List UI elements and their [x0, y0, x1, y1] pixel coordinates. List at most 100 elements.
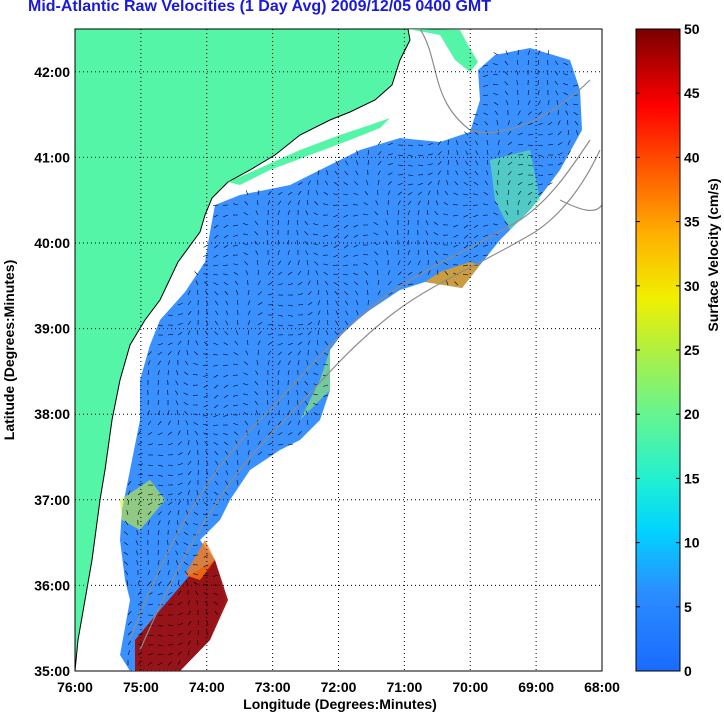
velocity-vector [473, 193, 479, 196]
velocity-vector [147, 570, 151, 576]
velocity-vector [157, 432, 163, 436]
velocity-vector [557, 109, 559, 116]
velocity-vector [213, 204, 219, 207]
velocity-vector [437, 269, 439, 276]
velocity-vector [177, 482, 183, 486]
velocity-vector [177, 580, 180, 586]
velocity-vector [257, 312, 263, 316]
velocity-vector [224, 491, 229, 496]
velocity-vector [297, 431, 302, 436]
velocity-vector [437, 151, 442, 156]
velocity-vector [547, 100, 550, 106]
velocity-vector [507, 190, 509, 196]
velocity-vector [373, 232, 379, 236]
velocity-vector [313, 403, 319, 406]
velocity-vector [377, 170, 381, 176]
velocity-vector [305, 210, 309, 216]
velocity-vector [213, 264, 219, 267]
velocity-vector [407, 154, 413, 157]
velocity-vector [517, 182, 523, 186]
velocity-vector [417, 191, 423, 196]
velocity-vector [344, 320, 349, 326]
velocity-vector [333, 234, 339, 239]
velocity-vector [455, 140, 459, 146]
velocity-vector [297, 360, 300, 366]
velocity-vector [297, 282, 303, 286]
velocity-vector [505, 210, 509, 216]
velocity-vector [277, 370, 280, 376]
lon-tick-label: 76:00 [57, 679, 93, 695]
lon-tick-label: 71:00 [386, 679, 422, 695]
velocity-vector [267, 431, 272, 436]
moderate-velocity-patch [185, 540, 215, 580]
velocity-vector [437, 140, 442, 146]
velocity-vector [197, 619, 199, 626]
velocity-vector [504, 71, 509, 76]
velocity-vector [305, 250, 309, 256]
velocity-vector [137, 483, 143, 486]
velocity-vector [247, 330, 250, 336]
velocity-vector [147, 443, 153, 446]
velocity-vector [353, 254, 359, 257]
velocity-vector [473, 244, 479, 249]
velocity-vector [287, 443, 293, 446]
velocity-vector [397, 154, 403, 156]
velocity-vector [483, 112, 489, 116]
velocity-vector [427, 190, 431, 196]
velocity-vector [215, 310, 219, 316]
velocity-vector [296, 400, 299, 406]
velocity-vector [177, 302, 183, 306]
velocity-vector [557, 162, 563, 166]
velocity-vector [344, 171, 349, 176]
velocity-vector [443, 262, 449, 266]
velocity-vector [214, 480, 219, 486]
velocity-vector [407, 240, 409, 246]
velocity-vector [127, 621, 132, 626]
velocity-vector [233, 203, 239, 206]
velocity-vector [267, 282, 273, 286]
velocity-vector [187, 630, 192, 636]
velocity-vector [397, 182, 403, 186]
velocity-vector [197, 310, 199, 316]
velocity-vector [307, 331, 312, 336]
velocity-vector [323, 234, 329, 237]
velocity-vector [324, 280, 329, 286]
velocity-vector [177, 452, 183, 456]
velocity-vector [367, 289, 369, 296]
colorbar-tick-label: 45 [684, 85, 700, 101]
velocity-vector [496, 120, 499, 126]
velocity-vector [157, 511, 162, 516]
velocity-vector [213, 342, 219, 346]
velocity-vector [256, 260, 259, 266]
velocity-vector [177, 642, 183, 646]
velocity-vector [255, 250, 259, 256]
velocity-vector [374, 211, 379, 216]
velocity-vector [356, 150, 359, 156]
velocity-vector [565, 110, 569, 116]
velocity-vector [157, 370, 160, 376]
velocity-vector [157, 454, 164, 456]
velocity-vector [147, 661, 153, 666]
velocity-vector [157, 324, 163, 327]
velocity-vector [427, 181, 432, 186]
velocity-vector [167, 661, 173, 666]
land-mass [75, 29, 411, 671]
velocity-vector [527, 183, 533, 186]
velocity-vector [483, 234, 489, 238]
velocity-vector [456, 150, 459, 156]
velocity-vector [426, 250, 429, 256]
velocity-vector [313, 212, 319, 216]
velocity-vector [244, 201, 249, 206]
velocity-vector [427, 163, 433, 166]
velocity-vector [157, 443, 163, 446]
longitude-tick-labels: 76:00 75:00 74:00 73:00 72:00 71:00 70:00 69:00… [57, 679, 620, 695]
velocity-vector [157, 484, 163, 487]
velocity-vector [137, 473, 143, 476]
velocity-vector [517, 100, 520, 106]
velocity-vector [407, 200, 412, 206]
velocity-vector [147, 520, 151, 526]
high-velocity-patch [135, 560, 228, 671]
velocity-vector [267, 333, 273, 336]
velocity-vector [137, 633, 143, 636]
velocity-vector [507, 180, 511, 186]
